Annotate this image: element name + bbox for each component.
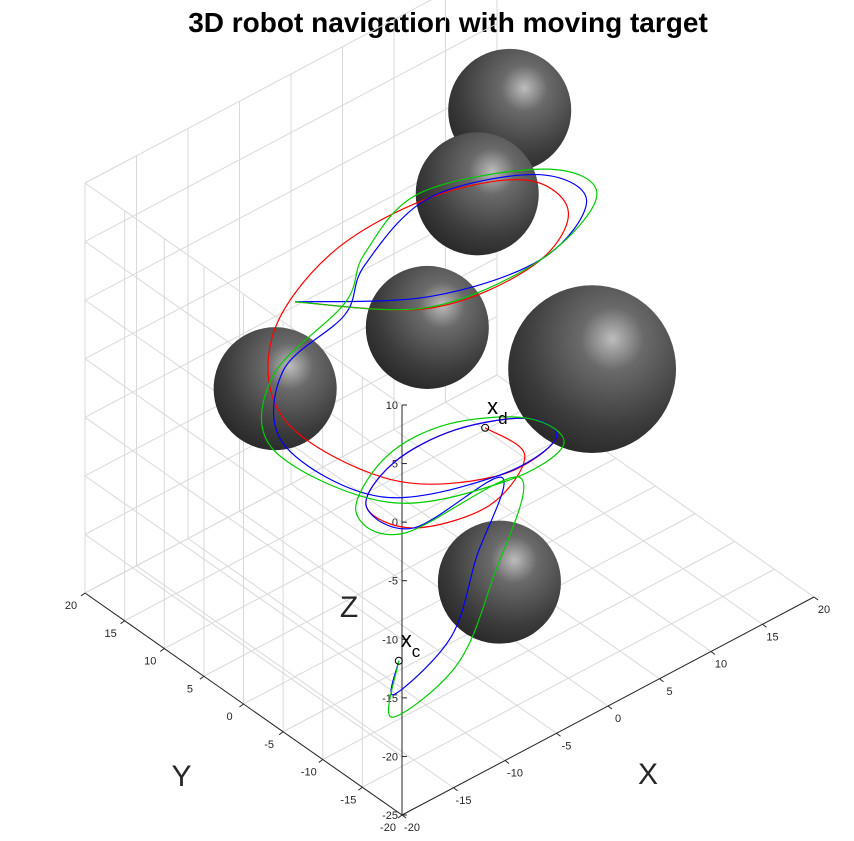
grid-line <box>124 402 537 622</box>
y-tick-mark <box>278 731 284 736</box>
y-tick-mark <box>358 786 363 791</box>
y-tick-label: 10 <box>144 656 156 668</box>
y-tick-mark <box>80 592 86 597</box>
z-tick-label: 5 <box>392 459 398 471</box>
y-tick-label: 5 <box>187 683 193 695</box>
x-tick-mark <box>453 787 458 792</box>
tick-labels: -20 -15 -10 -5 0 5 10 15 20 -20 -15 -10 -5 0 5 10 15 20 -2… <box>65 400 830 834</box>
y-tick-mark <box>199 675 205 680</box>
z-tick-label: 0 <box>392 517 398 529</box>
grid-line <box>84 374 498 594</box>
y-tick-mark <box>318 759 324 763</box>
z-tick-label: -10 <box>382 634 398 646</box>
x-tick-label: 10 <box>715 659 727 671</box>
marker-label: xc <box>401 627 421 661</box>
trajectory-line <box>272 173 588 696</box>
z-tick-label: -5 <box>388 576 398 588</box>
x-tick-mark <box>504 760 510 764</box>
grid-line <box>84 475 403 699</box>
y-tick-label: -20 <box>380 822 396 834</box>
obstacle-sphere <box>437 520 561 644</box>
grid-line <box>203 457 617 677</box>
marker-subscript: c <box>412 642 421 661</box>
y-axis-label: Y <box>171 760 191 793</box>
x-tick-mark <box>607 705 613 710</box>
y-tick-mark <box>159 648 165 652</box>
axis-box <box>80 404 819 819</box>
obstacle-sphere <box>508 285 677 454</box>
x-tick-mark <box>762 623 767 628</box>
y-tick-label: -5 <box>264 739 274 751</box>
obstacle-sphere <box>213 327 337 451</box>
grid-line <box>362 568 775 788</box>
y-tick-mark <box>120 620 125 625</box>
x-tick-label: -10 <box>507 768 523 780</box>
x-tick-label: 15 <box>766 631 778 643</box>
grid-line <box>164 430 577 649</box>
z-tick-label: -20 <box>382 751 398 763</box>
obstacle-sphere <box>415 132 539 256</box>
y-tick-mark <box>239 703 244 708</box>
grid-line <box>84 416 403 640</box>
x-tick-mark <box>659 678 664 683</box>
x-tick-mark <box>556 732 561 737</box>
y-tick-mark <box>397 814 403 819</box>
grid-line <box>84 358 403 582</box>
obstacles <box>213 48 677 644</box>
x-tick-label: 0 <box>615 713 621 725</box>
grid-line <box>84 81 498 301</box>
trajectory-line <box>260 168 598 718</box>
x-tick-label: -5 <box>562 740 572 752</box>
grid-line <box>84 23 498 243</box>
x-tick-label: -15 <box>456 795 472 807</box>
marker-point <box>481 423 490 432</box>
x-tick-mark <box>813 596 819 601</box>
grid-line <box>84 534 403 757</box>
z-axis-label: Z <box>340 591 358 624</box>
obstacle-sphere <box>365 265 489 389</box>
grid-line <box>84 182 403 406</box>
y-tick-label: -10 <box>301 767 317 779</box>
y-tick-label: 20 <box>65 600 77 612</box>
x-axis-label: X <box>638 758 658 791</box>
x-tick-label: 20 <box>818 604 830 616</box>
chart-title: 3D robot navigation with moving target <box>188 7 708 38</box>
x-tick-label: -20 <box>404 822 420 834</box>
x-tick-mark <box>710 651 716 655</box>
y-tick-label: 0 <box>226 711 232 723</box>
z-tick-label: 10 <box>386 400 398 412</box>
grid-line <box>84 0 432 184</box>
y-tick-label: -15 <box>340 794 356 806</box>
grid-line <box>322 541 735 760</box>
trajectories <box>260 168 598 718</box>
grid-line <box>84 198 498 418</box>
x-tick-label: 5 <box>666 686 672 698</box>
marker-point <box>394 656 403 665</box>
marker-subscript: d <box>498 409 507 428</box>
y-tick-label: 15 <box>105 628 117 640</box>
z-tick-label: -25 <box>382 810 398 822</box>
marker-label: xd <box>487 394 507 428</box>
trajectory-line <box>267 179 569 529</box>
